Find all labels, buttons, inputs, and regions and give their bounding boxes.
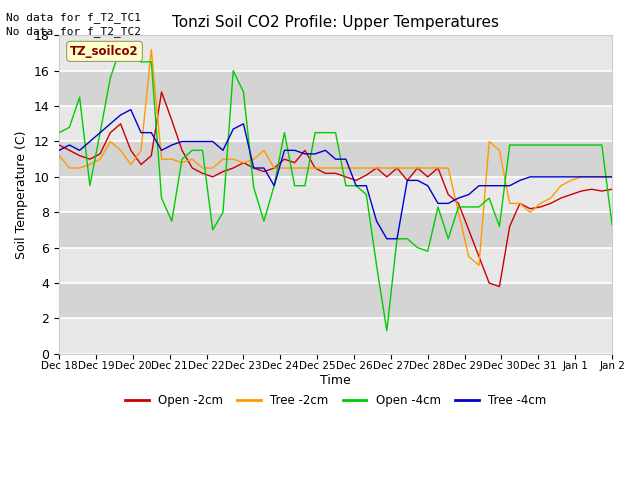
Bar	[59, 71, 612, 106]
Bar	[59, 212, 612, 248]
Bar	[59, 106, 612, 142]
Bar	[59, 177, 612, 212]
Bar	[59, 142, 612, 177]
Text: No data for f_T2_TC1: No data for f_T2_TC1	[6, 12, 141, 23]
Text: TZ_soilco2: TZ_soilco2	[70, 45, 139, 58]
Text: No data for f_T2_TC2: No data for f_T2_TC2	[6, 26, 141, 37]
Bar	[59, 318, 612, 354]
Legend: Open -2cm, Tree -2cm, Open -4cm, Tree -4cm: Open -2cm, Tree -2cm, Open -4cm, Tree -4…	[120, 389, 551, 411]
Bar	[59, 283, 612, 318]
Bar	[59, 248, 612, 283]
X-axis label: Time: Time	[320, 374, 351, 387]
Title: Tonzi Soil CO2 Profile: Upper Temperatures: Tonzi Soil CO2 Profile: Upper Temperatur…	[172, 15, 499, 30]
Bar	[59, 36, 612, 71]
Y-axis label: Soil Temperature (C): Soil Temperature (C)	[15, 130, 28, 259]
